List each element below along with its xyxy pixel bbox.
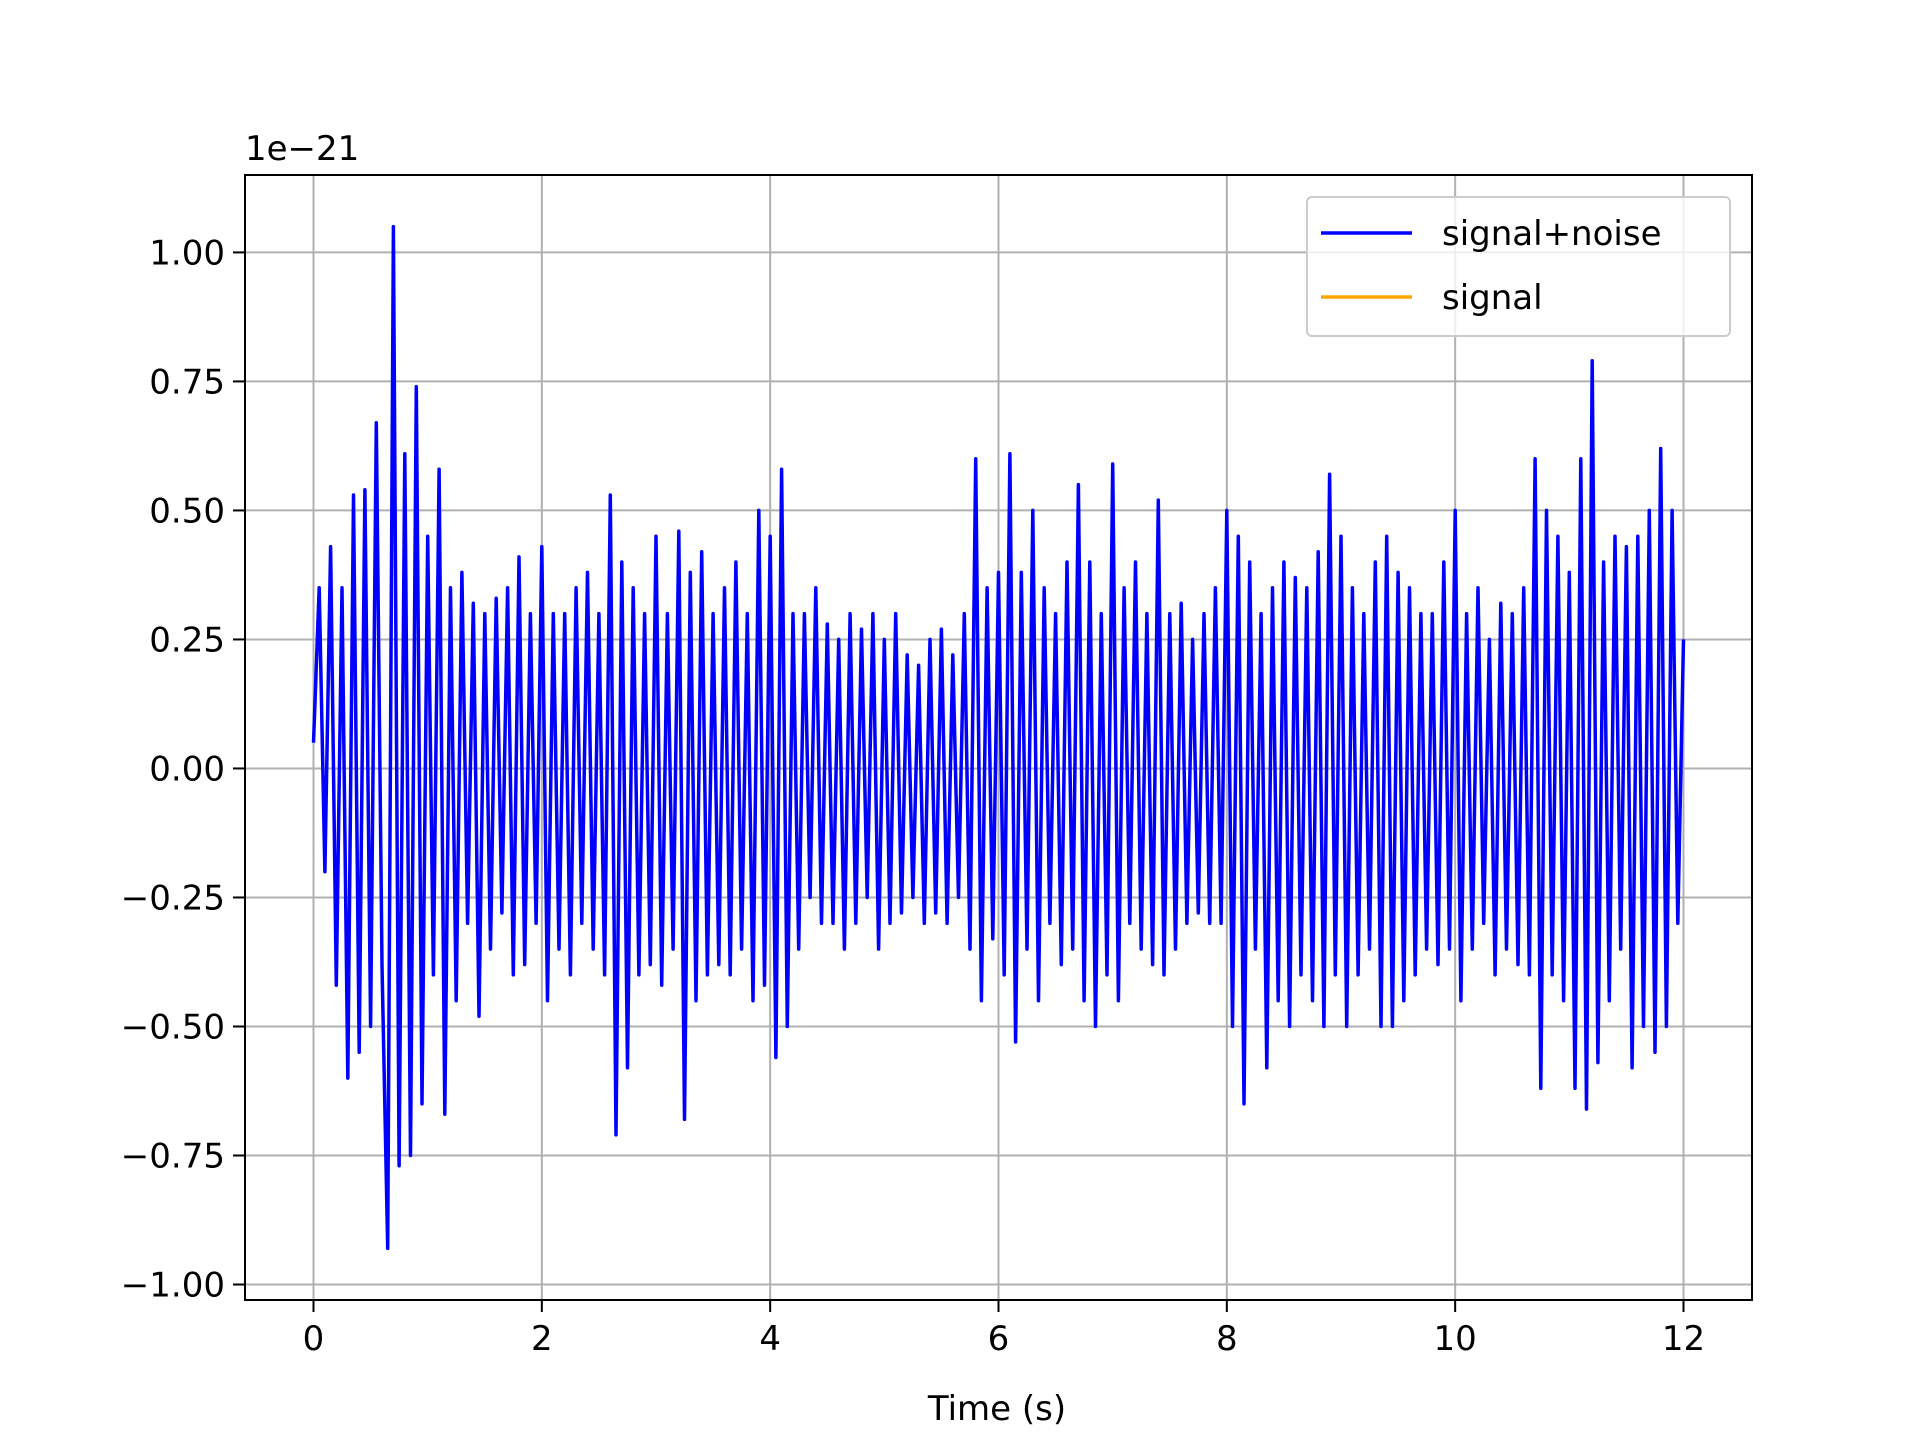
x-tick-label: 4 [759,1319,781,1359]
y-tick-label: 0.50 [149,491,225,531]
offset-text: 1e−21 [245,129,359,169]
legend-box [1306,196,1731,337]
legend-label: signal+noise [1442,214,1662,254]
legend-label: signal [1442,278,1543,318]
y-tick-label: 0.25 [149,620,225,660]
y-tick-label: −1.00 [121,1266,225,1306]
x-axis-label: Time (s) [927,1389,1066,1429]
x-tick-label: 8 [1216,1319,1238,1359]
y-tick-label: 0.00 [149,749,225,789]
y-tick-label: −0.50 [121,1007,225,1047]
x-tick-label: 12 [1662,1319,1705,1359]
data-line [311,224,1686,1251]
y-tick-label: −0.75 [121,1137,225,1177]
y-tick-label: −0.25 [121,878,225,918]
ticks: 0 2 4 6 8 10 12 −1.00 −0.75 −0.50 −0.25 0.00 0.25 0.5… [121,233,1705,1359]
legend: signal+noise signal [1306,196,1731,337]
y-tick-label: 0.75 [149,362,225,402]
plot-area [311,224,1686,1251]
y-tick-label: 1.00 [149,233,225,273]
x-tick-label: 0 [303,1319,325,1359]
x-tick-label: 6 [988,1319,1010,1359]
x-tick-label: 10 [1434,1319,1477,1359]
x-tick-label: 2 [531,1319,553,1359]
